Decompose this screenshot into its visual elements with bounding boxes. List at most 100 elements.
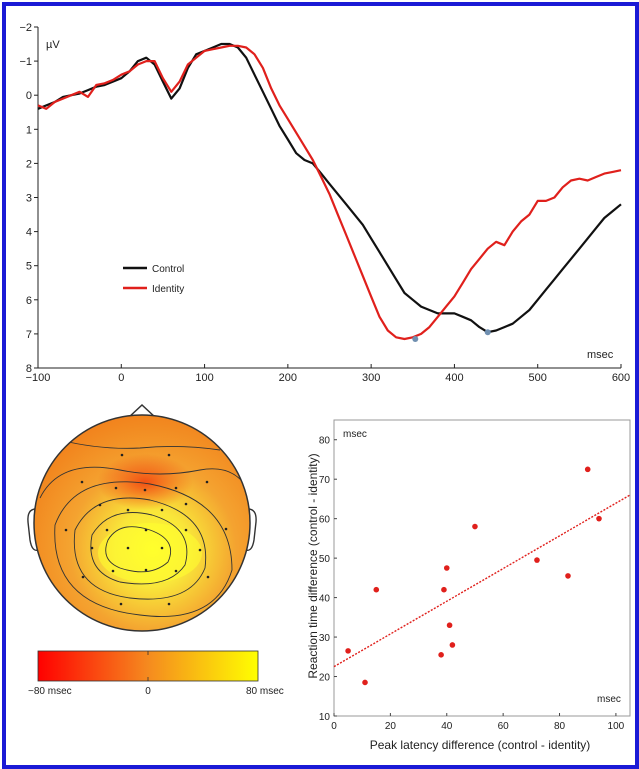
erp-y-tick-label: 1 [26, 124, 32, 136]
erp-x-tick-label: 400 [445, 372, 463, 384]
electrode-dot [160, 546, 164, 550]
contour-line [54, 481, 233, 617]
erp-x-tick-label: −100 [26, 372, 51, 384]
contour-line [59, 439, 221, 451]
colorbar-label-min: −80 msec [28, 686, 72, 697]
scalp-red-region [97, 454, 193, 510]
scatter-y-tick-label: 60 [319, 515, 331, 526]
scatter-x-unit: msec [597, 694, 621, 705]
scalp-disc [34, 415, 250, 631]
electrode-dot [206, 575, 210, 579]
erp-ylabel: µV [46, 39, 60, 51]
scatter-x-tick-label: 40 [441, 721, 453, 732]
scatter-y-tick-label: 40 [319, 594, 331, 605]
electrode-dot [198, 548, 202, 552]
electrode-dot [120, 453, 124, 457]
scatter-x-tick-label: 100 [608, 721, 625, 732]
erp-peak-marker-control [484, 329, 491, 336]
scatter-point [438, 652, 444, 658]
contour-line [90, 512, 188, 585]
electrode-dot [64, 528, 68, 532]
scatter-trend-group [333, 494, 631, 668]
contour-line [39, 466, 250, 511]
electrode-dot [126, 546, 130, 550]
scatter-y-tick-label: 70 [319, 475, 331, 486]
erp-x-tick-label: 600 [612, 372, 630, 384]
electrode-dot [205, 480, 209, 484]
colorbar-label-mid: 0 [145, 686, 151, 697]
erp-y-tick-label: 2 [26, 158, 32, 170]
scatter-y-tick-label: 80 [319, 436, 331, 447]
scatter-y-tick-label: 30 [319, 633, 331, 644]
erp-legend: Control Identity [123, 264, 184, 295]
scatter-point [472, 523, 478, 530]
erp-axes: −2 −1 0 1 2 3 4 5 6 7 8−100 0 100 200 300 400 500 600 [19, 22, 630, 384]
scalp-outline [33, 414, 251, 632]
scatter-ylabel: Reaction time difference (control - iden… [306, 453, 320, 678]
scatter-chart: 10 20 30 40 50 60 70 80 0 20 40 60 80 100 msec msec P… [306, 419, 631, 752]
scatter-point [362, 679, 368, 686]
scatter-point [565, 573, 571, 579]
scatter-point [373, 586, 380, 593]
scatter-xlabel: Peak latency difference (control - ident… [370, 738, 591, 752]
contour-line [105, 526, 172, 573]
scalp-topography [27, 403, 257, 632]
colorbar-gradient-bar [37, 650, 259, 682]
electrode-dot [119, 602, 123, 606]
erp-y-tick-label: 8 [26, 363, 32, 375]
electrode-dot [143, 488, 147, 492]
scatter-x-tick-label: 60 [498, 721, 510, 732]
electrode-dot [144, 568, 148, 572]
electrode-dot [98, 503, 102, 507]
scatter-y-unit: msec [343, 429, 367, 440]
scatter-y-tick-label: 50 [319, 554, 331, 565]
erp-x-tick-label: 0 [118, 372, 124, 384]
scatter-point [443, 565, 450, 571]
scatter-point [441, 586, 447, 593]
electrode-dot [114, 486, 118, 490]
contour-line [73, 497, 207, 600]
electrode-dot [144, 528, 148, 532]
scatter-point [345, 648, 351, 654]
electrode-dot [160, 508, 164, 512]
scatter-x-tick-label: 0 [331, 721, 337, 732]
legend-label-control: Control [152, 264, 184, 275]
scatter-point [596, 515, 602, 522]
electrode-dot [105, 528, 109, 532]
legend-label-identity: Identity [152, 284, 184, 295]
erp-y-tick-label: 0 [26, 90, 32, 102]
electrode-dot [174, 569, 178, 573]
electrode-dot [224, 527, 228, 531]
erp-y-tick-label: −1 [19, 56, 32, 68]
scatter-point [449, 642, 456, 648]
erp-series-control [37, 42, 622, 334]
erp-y-tick-label: 3 [26, 193, 32, 205]
erp-series-group [37, 42, 622, 343]
erp-y-tick-label: 5 [26, 261, 32, 273]
electrode-dot [167, 453, 171, 457]
colorbar: −80 msec 0 80 msec [28, 650, 284, 697]
erp-x-unit: msec [587, 349, 614, 361]
electrode-dot [81, 575, 85, 579]
nose-outline [127, 403, 157, 419]
scatter-y-tick-label: 20 [319, 673, 331, 684]
erp-series-identity [37, 44, 622, 341]
scatter-x-tick-label: 80 [554, 721, 566, 732]
electrode-dot [184, 528, 188, 532]
scatter-points-group [345, 466, 602, 686]
electrode-dot [80, 480, 84, 484]
scatter-trend-line [333, 494, 631, 668]
erp-y-tick-label: 6 [26, 295, 32, 307]
electrode-dot [126, 508, 130, 512]
electrode-dot [174, 486, 178, 490]
colorbar-label-max: 80 msec [246, 686, 284, 697]
scatter-point [446, 622, 453, 629]
erp-peak-marker-identity [412, 336, 419, 343]
electrode-dot [111, 569, 115, 573]
scatter-plot-frame [333, 419, 631, 717]
scatter-axes: 10 20 30 40 50 60 70 80 0 20 40 60 80 100 [319, 419, 631, 732]
erp-y-tick-label: 7 [26, 329, 32, 341]
